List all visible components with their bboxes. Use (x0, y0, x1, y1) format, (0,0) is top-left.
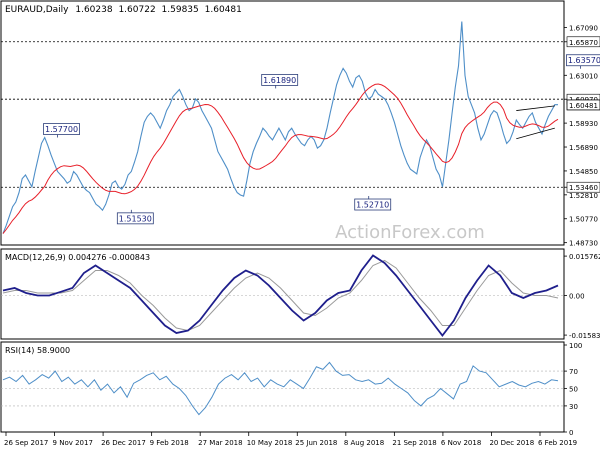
last-price-label: 1.60481 (569, 102, 598, 110)
x-axis-label: 26 Sep 2017 (4, 439, 48, 447)
symbol-label: EURAUD,Daily (5, 5, 69, 15)
watermark: ActionForex.com (335, 222, 485, 243)
high-value: 1.60722 (118, 5, 155, 15)
rsi-title: RSI(14) 58.9000 (5, 346, 70, 355)
x-axis-label: 21 Sep 2018 (392, 439, 436, 447)
price-y-tick-label: 1.54850 (569, 168, 598, 176)
low-value: 1.59835 (162, 5, 199, 15)
moving-average-line (2, 83, 559, 234)
price-y-tick-label: 1.65870 (569, 39, 598, 47)
peak-label-box (354, 198, 392, 211)
rsi-y-tick-label: 50 (569, 386, 578, 394)
macd-signal-line (2, 259, 559, 332)
x-axis-label: 25 Jun 2018 (295, 439, 337, 447)
chart-marks: 1.57700 1.51530 1.61890 1.52710 1.63570 1.534… (1, 21, 600, 447)
x-axis-label: 10 May 2018 (247, 439, 293, 447)
peak-label: 1.61890 (263, 76, 296, 85)
price-y-tick-label: 1.63010 (569, 72, 598, 80)
rsi-line (2, 361, 559, 416)
price-y-tick-label: 1.56890 (569, 144, 598, 152)
peak-label-box (116, 212, 154, 225)
price-y-tick-label: 1.53460 (569, 184, 598, 192)
macd-y-tick-label: 0.015762 (569, 253, 600, 261)
peak-label-box (43, 123, 80, 135)
peak-label-box (261, 74, 299, 86)
price-y-tick-label: 1.50770 (569, 216, 598, 224)
price-y-tick-label: 1.58930 (569, 120, 598, 128)
macd-y-tick-label: -0.015834 (569, 332, 600, 340)
x-axis-label: 20 Dec 2018 (489, 439, 534, 447)
x-axis-label: 6 Feb 2019 (538, 439, 577, 447)
rsi-y-tick-label: 30 (569, 403, 578, 411)
price-title: EURAUD,Daily 1.60238 1.60722 1.59835 1.6… (5, 5, 242, 15)
macd-line (2, 254, 559, 337)
rsi-y-tick-label: 70 (569, 368, 578, 376)
price-y-tick-label: 1.48730 (569, 240, 598, 248)
peak-label: 1.63570 (568, 56, 600, 65)
peak-label: 1.57700 (45, 125, 78, 134)
macd-title: MACD(12,26,9) 0.004276 -0.000843 (5, 253, 150, 262)
rsi-y-tick-label: 100 (569, 342, 582, 350)
price-panel-frame (0, 0, 565, 246)
price-y-tick-label: 1.67090 (569, 24, 598, 32)
x-axis-label: 27 Mar 2018 (198, 439, 242, 447)
x-axis-label: 6 Nov 2018 (441, 439, 481, 447)
peak-label: 1.51530 (119, 214, 152, 223)
open-value: 1.60238 (75, 5, 112, 15)
last-price-box (566, 99, 600, 111)
rsi-panel-frame (0, 341, 565, 433)
x-axis-label: 9 Feb 2018 (150, 439, 189, 447)
macd-y-tick-label: 0.00 (569, 293, 585, 301)
pattern-upper-line (516, 105, 555, 111)
price-series-line (2, 21, 558, 234)
x-axis-label: 26 Dec 2017 (101, 439, 146, 447)
level-tick-box (566, 181, 600, 193)
peak-label: 1.52710 (356, 201, 389, 210)
x-axis-label: 8 Aug 2018 (344, 439, 384, 447)
pattern-lower-line (516, 127, 555, 140)
x-axis-label: 9 Nov 2017 (53, 439, 93, 447)
macd-panel-frame (0, 248, 565, 340)
level-tick-box (566, 36, 600, 48)
price-y-tick-label: 1.52810 (569, 192, 598, 200)
peak-label-box (566, 54, 600, 67)
rsi-y-tick-label: 0 (569, 429, 573, 437)
close-value: 1.60481 (205, 5, 242, 15)
